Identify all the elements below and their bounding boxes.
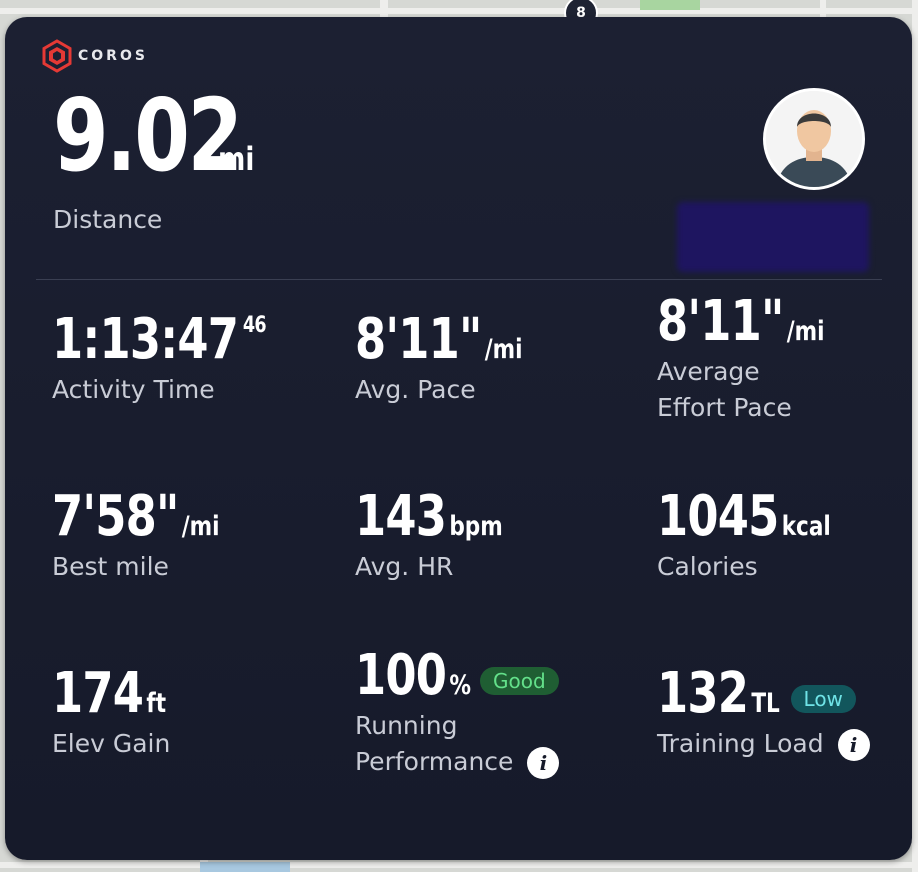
activity-summary-card: COROS 9.02 mi Distance 1:13:47 46 Activit… <box>5 17 912 860</box>
user-avatar-icon <box>766 91 862 187</box>
divider <box>36 279 882 280</box>
calories-stat: 1045 kcal Calories <box>657 484 874 585</box>
avg-pace-label: Avg. Pace <box>355 375 476 404</box>
running-performance-unit: % <box>449 670 471 701</box>
redacted-username <box>677 202 869 272</box>
avg-hr-stat: 143 bpm Avg. HR <box>355 484 540 585</box>
running-performance-info-icon[interactable]: i <box>527 747 560 779</box>
training-load-info-icon[interactable]: i <box>837 729 870 761</box>
coros-logo: COROS <box>42 39 148 73</box>
calories-value: 1045 <box>657 484 779 549</box>
coros-hexagon-icon <box>42 39 72 73</box>
calories-unit: kcal <box>781 511 831 542</box>
avg-pace-value: 8'11" <box>355 307 482 372</box>
avg-effort-pace-unit: /mi <box>786 316 825 347</box>
activity-time-label: Activity Time <box>52 375 215 404</box>
training-load-label: Training Load <box>657 729 824 758</box>
distance-value: 9.02 <box>53 77 243 194</box>
performance-good-badge: Good <box>479 667 559 695</box>
activity-time-stat: 1:13:47 46 Activity Time <box>52 307 319 408</box>
training-load-stat: 132 TL Low Training Load i <box>657 661 870 762</box>
avg-hr-label: Avg. HR <box>355 552 454 581</box>
avg-pace-stat: 8'11"/mi Avg. Pace <box>355 307 564 408</box>
distance-label: Distance <box>53 205 163 234</box>
distance-unit: mi <box>218 140 255 178</box>
map-pin-number: 8 <box>576 5 586 21</box>
avg-effort-pace-label-line1: Average <box>657 357 760 386</box>
avg-effort-pace-label-line2: Effort Pace <box>657 393 792 422</box>
training-load-unit: TL <box>751 688 780 719</box>
avg-effort-pace-stat: 8'11"/mi Average Effort Pace <box>657 289 866 426</box>
running-performance-stat: 100% Good Running Performance i <box>355 643 560 780</box>
running-performance-label-line2: Performance <box>355 747 514 776</box>
distance-stat: 9.02 mi <box>53 77 262 194</box>
elev-gain-stat: 174 ft Elev Gain <box>52 661 195 762</box>
best-mile-unit: /mi <box>181 511 220 542</box>
calories-label: Calories <box>657 552 758 581</box>
activity-time-fraction: 46 <box>242 313 267 338</box>
elev-gain-value: 174 <box>52 661 144 726</box>
training-load-value: 132 <box>657 661 749 726</box>
best-mile-label: Best mile <box>52 552 169 581</box>
avatar[interactable] <box>763 88 865 190</box>
avg-hr-unit: bpm <box>449 511 503 542</box>
best-mile-value: 7'58" <box>52 484 179 549</box>
activity-time-value: 1:13:47 <box>52 307 239 372</box>
running-performance-value: 100 <box>355 643 447 708</box>
avg-pace-unit: /mi <box>484 334 523 365</box>
avg-hr-value: 143 <box>355 484 447 549</box>
avg-effort-pace-value: 8'11" <box>657 289 784 354</box>
elev-gain-unit: ft <box>146 688 167 719</box>
training-load-low-badge: Low <box>790 685 856 713</box>
running-performance-label-line1: Running <box>355 711 458 740</box>
best-mile-stat: 7'58"/mi Best mile <box>52 484 261 585</box>
brand-name: COROS <box>78 48 148 64</box>
elev-gain-label: Elev Gain <box>52 729 171 758</box>
